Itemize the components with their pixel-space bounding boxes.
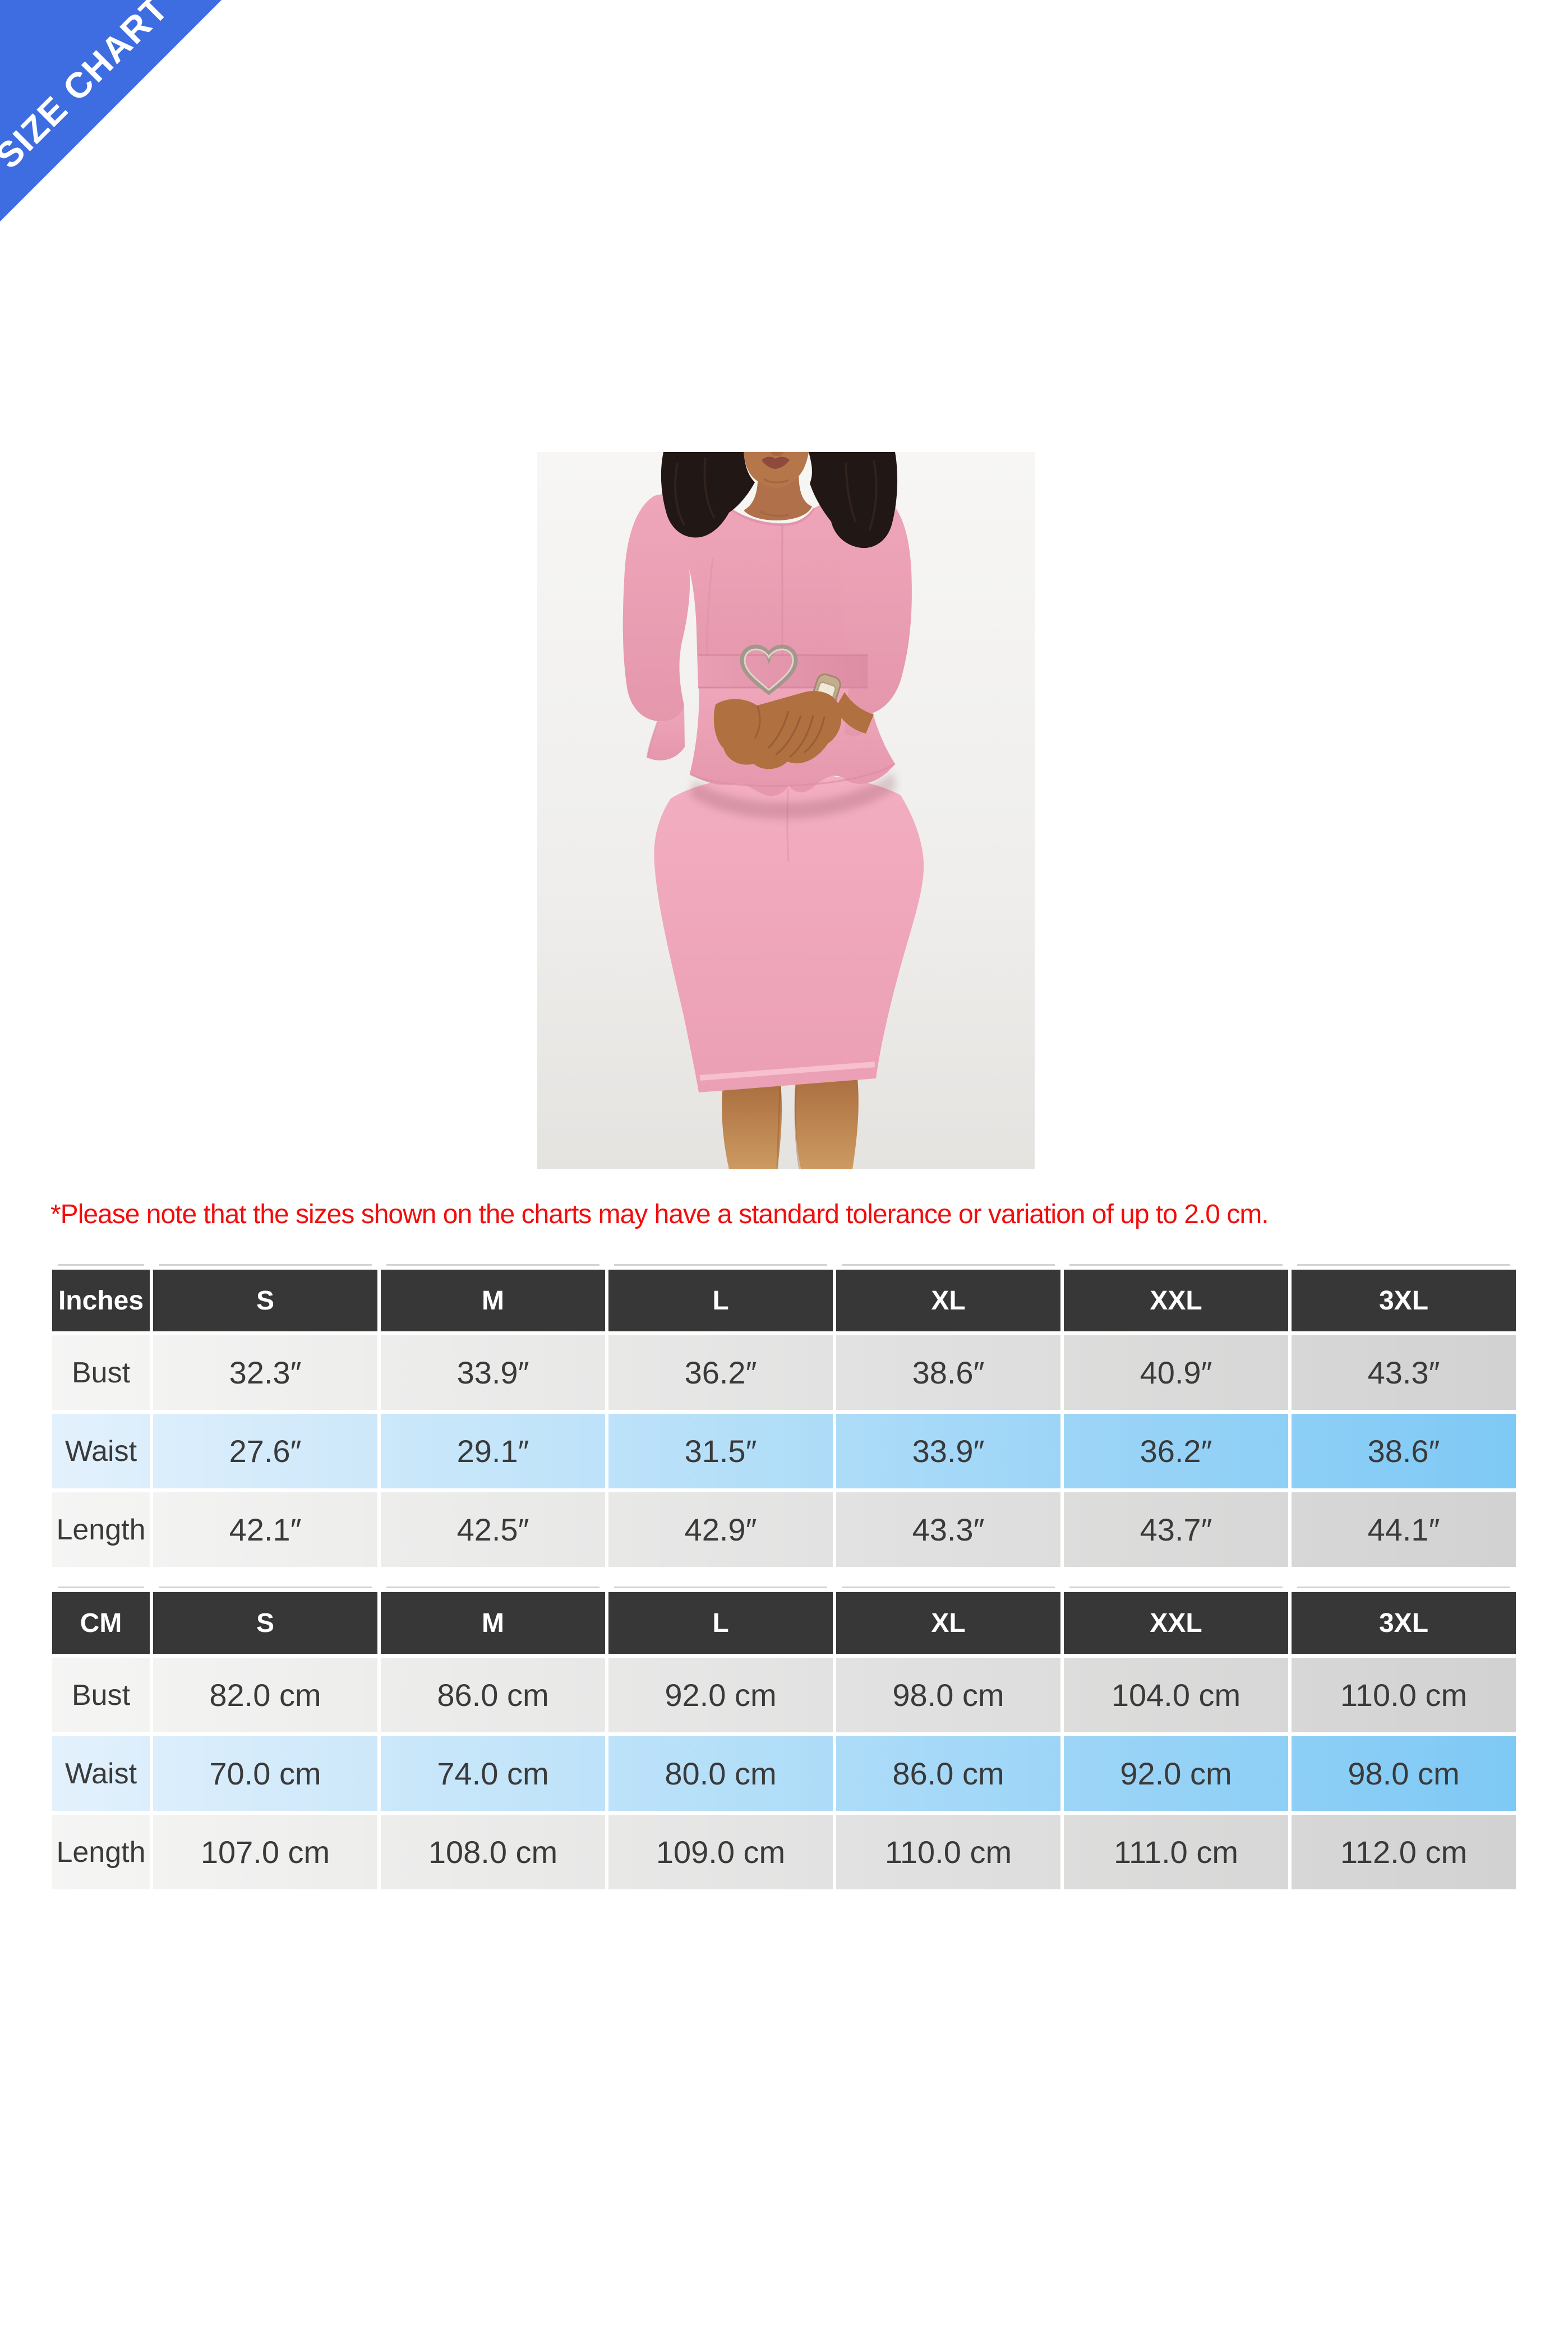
size-value-cell: 110.0 cm xyxy=(1292,1658,1516,1732)
size-value-cell: 33.9″ xyxy=(381,1335,605,1410)
size-header-cell: 3XL xyxy=(1292,1264,1516,1331)
size-value-cell: 82.0 cm xyxy=(153,1658,377,1732)
size-header-cell: XL xyxy=(836,1264,1060,1331)
size-value-cell: 33.9″ xyxy=(836,1414,1060,1488)
unit-header-cell: CM xyxy=(52,1587,150,1654)
left-sleeve xyxy=(622,496,690,722)
size-value-cell: 42.1″ xyxy=(153,1492,377,1567)
lips xyxy=(762,456,790,469)
size-value-cell: 29.1″ xyxy=(381,1414,605,1488)
size-value-cell: 36.2″ xyxy=(608,1335,833,1410)
left-cuff xyxy=(647,705,685,760)
size-header-cell: S xyxy=(153,1587,377,1654)
ribbon-label: SIZE CHART xyxy=(0,0,177,177)
model-hands xyxy=(713,691,842,769)
size-value-cell: 80.0 cm xyxy=(608,1736,833,1811)
size-value-cell: 32.3″ xyxy=(153,1335,377,1410)
size-value-cell: 112.0 cm xyxy=(1292,1815,1516,1889)
row-label-cell: Length xyxy=(52,1492,150,1567)
unit-header-cell: Inches xyxy=(52,1264,150,1331)
size-header-cell: M xyxy=(381,1264,605,1331)
size-value-cell: 86.0 cm xyxy=(381,1658,605,1732)
model-illustration xyxy=(537,452,1035,1169)
size-value-cell: 98.0 cm xyxy=(836,1658,1060,1732)
size-value-cell: 44.1″ xyxy=(1292,1492,1516,1567)
size-value-cell: 43.3″ xyxy=(1292,1335,1516,1410)
model-right-leg xyxy=(795,1072,859,1169)
size-header-cell: XXL xyxy=(1064,1587,1288,1654)
size-value-cell: 92.0 cm xyxy=(608,1658,833,1732)
size-table-inches: Inches S M L XL XXL 3XL Bust 32.3″ 33.9″ 36.2″ 38.6… xyxy=(52,1264,1516,1567)
size-header-cell: L xyxy=(608,1587,833,1654)
size-value-cell: 107.0 cm xyxy=(153,1815,377,1889)
pencil-skirt xyxy=(654,773,924,1092)
skirt-hem-fold xyxy=(699,1062,875,1081)
size-header-cell: M xyxy=(381,1587,605,1654)
size-header-cell: XL xyxy=(836,1587,1060,1654)
row-label-cell: Waist xyxy=(52,1414,150,1488)
size-header-cell: S xyxy=(153,1264,377,1331)
size-value-cell: 27.6″ xyxy=(153,1414,377,1488)
row-label-cell: Bust xyxy=(52,1658,150,1732)
size-value-cell: 38.6″ xyxy=(1292,1414,1516,1488)
size-value-cell: 108.0 cm xyxy=(381,1815,605,1889)
size-value-cell: 70.0 cm xyxy=(153,1736,377,1811)
size-header-cell: XXL xyxy=(1064,1264,1288,1331)
size-value-cell: 86.0 cm xyxy=(836,1736,1060,1811)
size-value-cell: 43.7″ xyxy=(1064,1492,1288,1567)
size-value-cell: 38.6″ xyxy=(836,1335,1060,1410)
size-value-cell: 98.0 cm xyxy=(1292,1736,1516,1811)
size-value-cell: 104.0 cm xyxy=(1064,1658,1288,1732)
size-value-cell: 110.0 cm xyxy=(836,1815,1060,1889)
row-label-cell: Length xyxy=(52,1815,150,1889)
size-table-cm: CM S M L XL XXL 3XL Bust 82.0 cm 86.0 cm 92.0 cm 98… xyxy=(52,1587,1516,1889)
model-left-leg xyxy=(722,1080,782,1169)
size-value-cell: 42.9″ xyxy=(608,1492,833,1567)
peplum-top-torso xyxy=(654,494,885,688)
model-hair xyxy=(661,452,755,538)
size-value-cell: 74.0 cm xyxy=(381,1736,605,1811)
product-photo xyxy=(537,452,1035,1169)
size-header-cell: L xyxy=(608,1264,833,1331)
model-face xyxy=(744,452,809,488)
size-value-cell: 31.5″ xyxy=(608,1414,833,1488)
size-value-cell: 42.5″ xyxy=(381,1492,605,1567)
size-value-cell: 92.0 cm xyxy=(1064,1736,1288,1811)
size-value-cell: 36.2″ xyxy=(1064,1414,1288,1488)
row-label-cell: Bust xyxy=(52,1335,150,1410)
size-value-cell: 43.3″ xyxy=(836,1492,1060,1567)
size-value-cell: 109.0 cm xyxy=(608,1815,833,1889)
size-value-cell: 40.9″ xyxy=(1064,1335,1288,1410)
size-header-cell: 3XL xyxy=(1292,1587,1516,1654)
row-label-cell: Waist xyxy=(52,1736,150,1811)
size-chart-ribbon: SIZE CHART xyxy=(0,0,222,222)
tolerance-note: *Please note that the sizes shown on the… xyxy=(50,1200,1269,1229)
size-value-cell: 111.0 cm xyxy=(1064,1815,1288,1889)
